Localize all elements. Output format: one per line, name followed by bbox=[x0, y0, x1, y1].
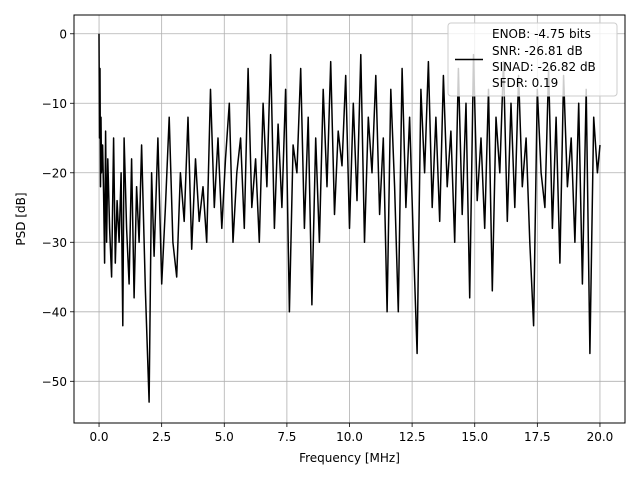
grid bbox=[74, 15, 625, 423]
y-tick-label: −20 bbox=[42, 166, 67, 180]
legend: ENOB: -4.75 bits SNR: -26.81 dB SINAD: -… bbox=[447, 22, 618, 97]
y-axis-label: PSD [dB] bbox=[14, 192, 28, 245]
x-tick-label: 10.0 bbox=[336, 430, 363, 444]
x-tick-label: 17.5 bbox=[524, 430, 551, 444]
legend-line-1: ENOB: -4.75 bits bbox=[492, 27, 591, 41]
y-tick-label: −40 bbox=[42, 305, 67, 319]
y-tick-label: −10 bbox=[42, 97, 67, 111]
legend-line-4: SFDR: 0.19 bbox=[492, 76, 558, 90]
y-tick-label: −30 bbox=[42, 236, 67, 250]
x-tick-label: 5.0 bbox=[215, 430, 234, 444]
y-tick-label: 0 bbox=[59, 27, 67, 41]
x-ticks: 0.0 2.5 5.0 7.5 10.0 12.5 15.0 17.5 20.0 bbox=[89, 423, 613, 444]
psd-series-line bbox=[98, 33, 601, 403]
legend-line-3: SINAD: -26.82 dB bbox=[492, 60, 596, 74]
series-layer bbox=[98, 33, 601, 403]
legend-box bbox=[447, 22, 618, 97]
x-axis-label: Frequency [MHz] bbox=[299, 451, 400, 465]
x-tick-label: 0.0 bbox=[89, 430, 108, 444]
y-ticks: 0 −10 −20 −30 −40 −50 bbox=[42, 27, 74, 389]
x-tick-label: 7.5 bbox=[277, 430, 296, 444]
x-tick-label: 20.0 bbox=[587, 430, 614, 444]
y-tick-label: −50 bbox=[42, 375, 67, 389]
legend-line-2: SNR: -26.81 dB bbox=[492, 44, 583, 58]
x-tick-label: 15.0 bbox=[461, 430, 488, 444]
x-tick-label: 2.5 bbox=[152, 430, 171, 444]
x-tick-label: 12.5 bbox=[399, 430, 426, 444]
